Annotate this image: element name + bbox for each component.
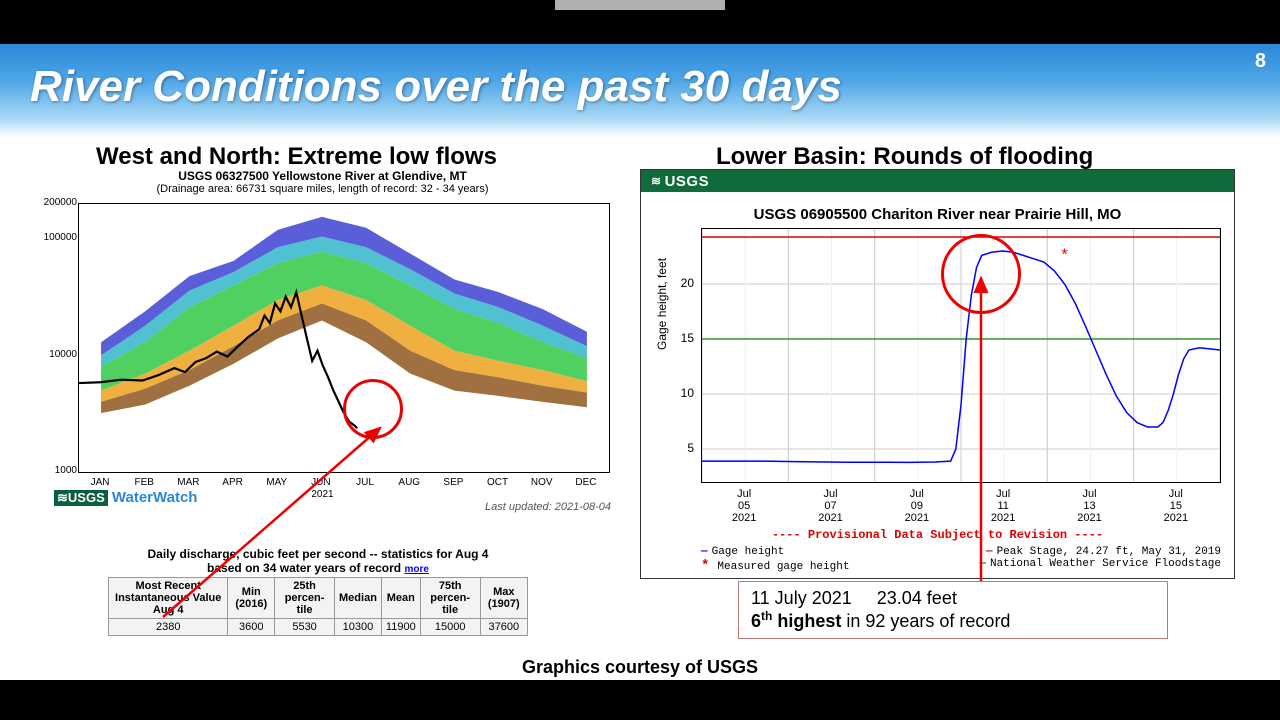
graphics-credit: Graphics courtesy of USGS: [0, 657, 1280, 678]
slide-content: West and North: Extreme low flows Lower …: [0, 139, 1280, 680]
letterbox-bottom: [0, 680, 1280, 720]
right-subheading: Lower Basin: Rounds of flooding: [716, 143, 1093, 171]
right-xtick: Jul112021: [991, 488, 1015, 524]
left-xtick: NOV: [531, 477, 553, 488]
legend-measured: Measured gage height: [701, 558, 849, 574]
stats-table: Most Recent Instantaneous Value Aug 4Min…: [108, 577, 528, 636]
left-xtick: JUL: [356, 477, 374, 488]
left-xtick: MAY: [266, 477, 287, 488]
usgs-wave-icon: ≋: [651, 170, 662, 192]
left-xtick: JUN: [311, 477, 330, 488]
slide-header: 8 River Conditions over the past 30 days: [0, 44, 1280, 139]
left-last-updated: Last updated: 2021-08-04: [485, 501, 611, 513]
right-chart: ≋USGS USGS 06905500 Chariton River near …: [640, 169, 1235, 579]
annotation-circle-left: [343, 379, 403, 439]
left-ytick: 1000: [32, 465, 77, 476]
left-ytick: 100000: [32, 232, 77, 243]
svg-text:*: *: [1061, 246, 1067, 263]
left-ytick: 200000: [32, 197, 77, 208]
left-chart-subtitle: (Drainage area: 66731 square miles, leng…: [30, 183, 615, 195]
flood-note-box: 11 July 2021 23.04 feet 6th highest in 9…: [738, 581, 1168, 639]
letterbox-top: [0, 10, 1280, 44]
right-ytick: 20: [664, 276, 694, 290]
slide-title: River Conditions over the past 30 days: [30, 62, 842, 112]
stats-header-cell: 75th percen-tile: [420, 578, 480, 619]
stats-value-cell: 37600: [480, 619, 527, 636]
left-chart-title: USGS 06327500 Yellowstone River at Glend…: [30, 169, 615, 183]
stats-value-cell: 10300: [335, 619, 382, 636]
left-xtick: JAN: [91, 477, 110, 488]
left-ytick: 10000: [32, 349, 77, 360]
left-xtick: OCT: [487, 477, 508, 488]
stats-header-cell: Max (1907): [480, 578, 527, 619]
right-legend: Gage height Peak Stage, 24.27 ft, May 31…: [701, 546, 1221, 574]
stats-value-cell: 5530: [275, 619, 335, 636]
stats-table-block: Daily discharge, cubic feet per second -…: [108, 547, 528, 636]
left-chart: USGS 06327500 Yellowstone River at Glend…: [30, 169, 615, 499]
legend-peak: Peak Stage, 24.27 ft, May 31, 2019: [986, 546, 1221, 558]
right-xtick: Jul072021: [818, 488, 842, 524]
page-number: 8: [1255, 50, 1266, 73]
left-xaxis-year: 2021: [311, 489, 333, 500]
left-xtick: MAR: [177, 477, 199, 488]
stats-header-cell: Most Recent Instantaneous Value Aug 4: [109, 578, 228, 619]
provisional-note: ---- Provisional Data Subject to Revisio…: [641, 528, 1234, 542]
waterwatch-logo: ≋USGS WaterWatch: [54, 489, 197, 506]
stats-header-cell: 25th percen-tile: [275, 578, 335, 619]
stats-more-link[interactable]: more: [404, 564, 428, 575]
right-ytick: 10: [664, 386, 694, 400]
stats-header-cell: Mean: [381, 578, 420, 619]
stats-title: Daily discharge, cubic feet per second -…: [108, 547, 528, 561]
left-subheading: West and North: Extreme low flows: [96, 143, 497, 171]
topbar-grip: [555, 0, 725, 10]
annotation-circle-right: [941, 234, 1021, 314]
right-xtick: Jul092021: [905, 488, 929, 524]
right-ytick: 15: [664, 331, 694, 345]
stats-subtitle: based on 34 water years of record more: [108, 561, 528, 575]
stats-value-cell: 11900: [381, 619, 420, 636]
right-ytick: 5: [664, 441, 694, 455]
left-xtick: APR: [222, 477, 243, 488]
legend-gage: Gage height: [701, 546, 784, 558]
window-topbar: [0, 0, 1280, 10]
legend-nws: National Weather Service Floodstage: [979, 558, 1221, 574]
left-xtick: DEC: [575, 477, 596, 488]
right-xtick: Jul152021: [1164, 488, 1188, 524]
usgs-flag-icon: ≋USGS: [54, 490, 108, 506]
stats-header-cell: Min (2016): [228, 578, 275, 619]
left-plot-svg: [79, 204, 609, 472]
left-xtick: FEB: [135, 477, 154, 488]
stats-header-cell: Median: [335, 578, 382, 619]
stats-value-cell: 15000: [420, 619, 480, 636]
right-xtick: Jul132021: [1077, 488, 1101, 524]
left-plot: [78, 203, 610, 473]
stats-value-cell: 3600: [228, 619, 275, 636]
slide: 8 River Conditions over the past 30 days…: [0, 44, 1280, 680]
right-xtick: Jul052021: [732, 488, 756, 524]
usgs-green-bar: ≋USGS: [641, 170, 1234, 192]
waterwatch-text: WaterWatch: [108, 489, 198, 506]
left-xtick: AUG: [398, 477, 420, 488]
right-chart-title: USGS 06905500 Chariton River near Prairi…: [641, 206, 1234, 223]
stats-value-cell: 2380: [109, 619, 228, 636]
left-xtick: SEP: [443, 477, 463, 488]
